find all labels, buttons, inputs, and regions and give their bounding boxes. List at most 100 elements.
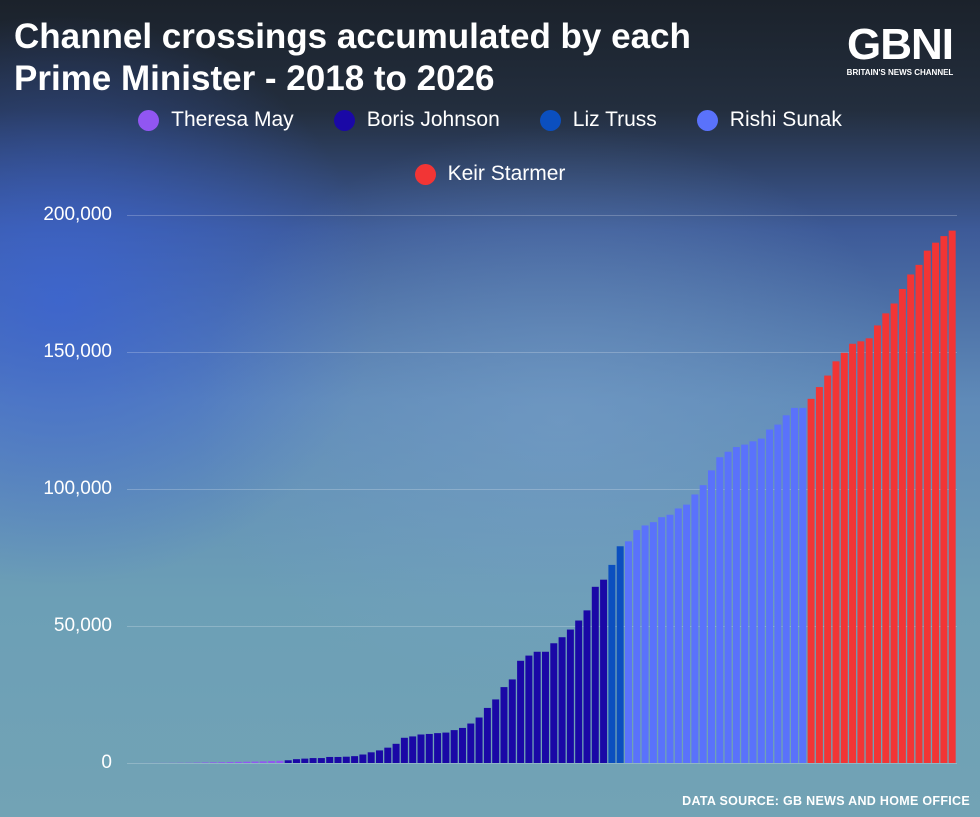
bar-theresa-may [276,760,284,763]
bar-boris-johnson [583,610,591,763]
bar-rishi-sunak [699,485,707,763]
bar-boris-johnson [367,752,375,763]
gridline [127,763,957,764]
bar-keir-starmer [948,230,956,763]
bar-boris-johnson [351,756,359,763]
bar-liz-truss [616,546,624,763]
bar-boris-johnson [558,637,566,763]
legend-dot [333,109,355,131]
legend-dot [539,109,561,131]
bar-boris-johnson [376,750,383,763]
legend-item-keir-starmer: Keir Starmer [414,162,566,186]
bar-theresa-may [234,761,242,763]
bar-keir-starmer [849,343,857,763]
bar-keir-starmer [882,313,890,763]
bar-theresa-may [201,762,209,763]
bar-boris-johnson [500,687,508,763]
bar-rishi-sunak [633,530,641,763]
legend-label: Rishi Sunak [729,108,842,131]
bar-keir-starmer [807,398,815,763]
bar-boris-johnson [417,734,425,763]
bar-rishi-sunak [649,522,657,763]
bar-boris-johnson [400,737,408,763]
bar-theresa-may [210,762,217,763]
bar-liz-truss [608,564,616,763]
legend-dot [414,163,436,185]
bar-rishi-sunak [658,517,666,763]
data-source: DATA SOURCE: GB NEWS AND HOME OFFICE [682,794,970,808]
bar-boris-johnson [309,758,317,763]
bar-rishi-sunak [766,429,774,763]
bar-boris-johnson [492,699,500,763]
legend-dot [138,109,160,131]
bar-boris-johnson [475,717,483,763]
bar-boris-johnson [384,747,392,763]
bar-rishi-sunak [691,494,699,763]
bar-keir-starmer [824,375,832,763]
bar-keir-starmer [932,242,940,764]
bar-theresa-may [251,761,259,763]
legend-row-1: Theresa May Boris Johnson Liz Truss Rish… [0,108,980,132]
bar-boris-johnson [550,643,558,763]
legend-item-liz-truss: Liz Truss [539,108,657,132]
bar-keir-starmer [840,352,848,763]
chart-title: Channel crossings accumulated by each Pr… [14,17,691,98]
bar-keir-starmer [940,236,948,764]
bar-boris-johnson [434,733,442,763]
legend-label: Keir Starmer [447,162,566,185]
bar-boris-johnson [542,651,549,763]
legend-row-2: Keir Starmer [0,162,980,186]
bar-boris-johnson [525,655,533,763]
bar-keir-starmer [890,303,898,763]
y-tick-label: 100,000 [43,478,112,499]
legend-label: Boris Johnson [366,108,500,131]
bar-boris-johnson [517,660,525,763]
bar-keir-starmer [898,288,906,763]
bar-boris-johnson [467,723,475,763]
bar-theresa-may [218,762,226,763]
bar-boris-johnson [359,754,367,763]
bar-rishi-sunak [641,525,649,763]
bar-rishi-sunak [716,457,724,763]
legend-dot [696,109,718,131]
bar-rishi-sunak [749,441,757,763]
bar-boris-johnson [591,586,599,763]
bar-rishi-sunak [625,541,632,763]
bar-keir-starmer [874,325,881,763]
bar-boris-johnson [508,679,516,763]
bar-keir-starmer [865,338,873,763]
bar-boris-johnson [450,730,458,763]
y-tick-label: 150,000 [43,341,112,362]
bar-boris-johnson [425,733,433,763]
bar-rishi-sunak [708,470,715,763]
logo-tagline: BRITAIN'S NEWS CHANNEL [846,68,954,77]
bar-rishi-sunak [757,438,765,763]
bar-boris-johnson [326,756,334,763]
legend-label: Liz Truss [572,108,657,131]
bar-boris-johnson [533,651,541,763]
logo-mark: GBNI [847,20,954,69]
bar-rishi-sunak [782,415,790,763]
bar-boris-johnson [334,756,342,763]
bar-rishi-sunak [732,447,740,763]
gb-news-logo: GBNI BRITAIN'S NEWS CHANNEL [830,20,970,78]
bar-rishi-sunak [674,508,682,763]
bar-boris-johnson [293,759,300,763]
bar-boris-johnson [392,743,400,763]
bar-keir-starmer [923,250,931,763]
legend-item-theresa-may: Theresa May [138,108,294,132]
bar-rishi-sunak [791,407,798,763]
bar-theresa-may [226,762,234,763]
bar-boris-johnson [409,736,417,763]
bar-boris-johnson [600,579,608,763]
bar-theresa-may [259,761,267,763]
legend-item-rishi-sunak: Rishi Sunak [696,108,842,132]
y-tick-label: 200,000 [43,204,112,225]
gridline [127,489,957,490]
gridline [127,352,957,353]
legend-label: Theresa May [171,108,294,131]
gridline [127,215,957,216]
bar-rishi-sunak [799,407,807,763]
bar-keir-starmer [857,341,865,763]
